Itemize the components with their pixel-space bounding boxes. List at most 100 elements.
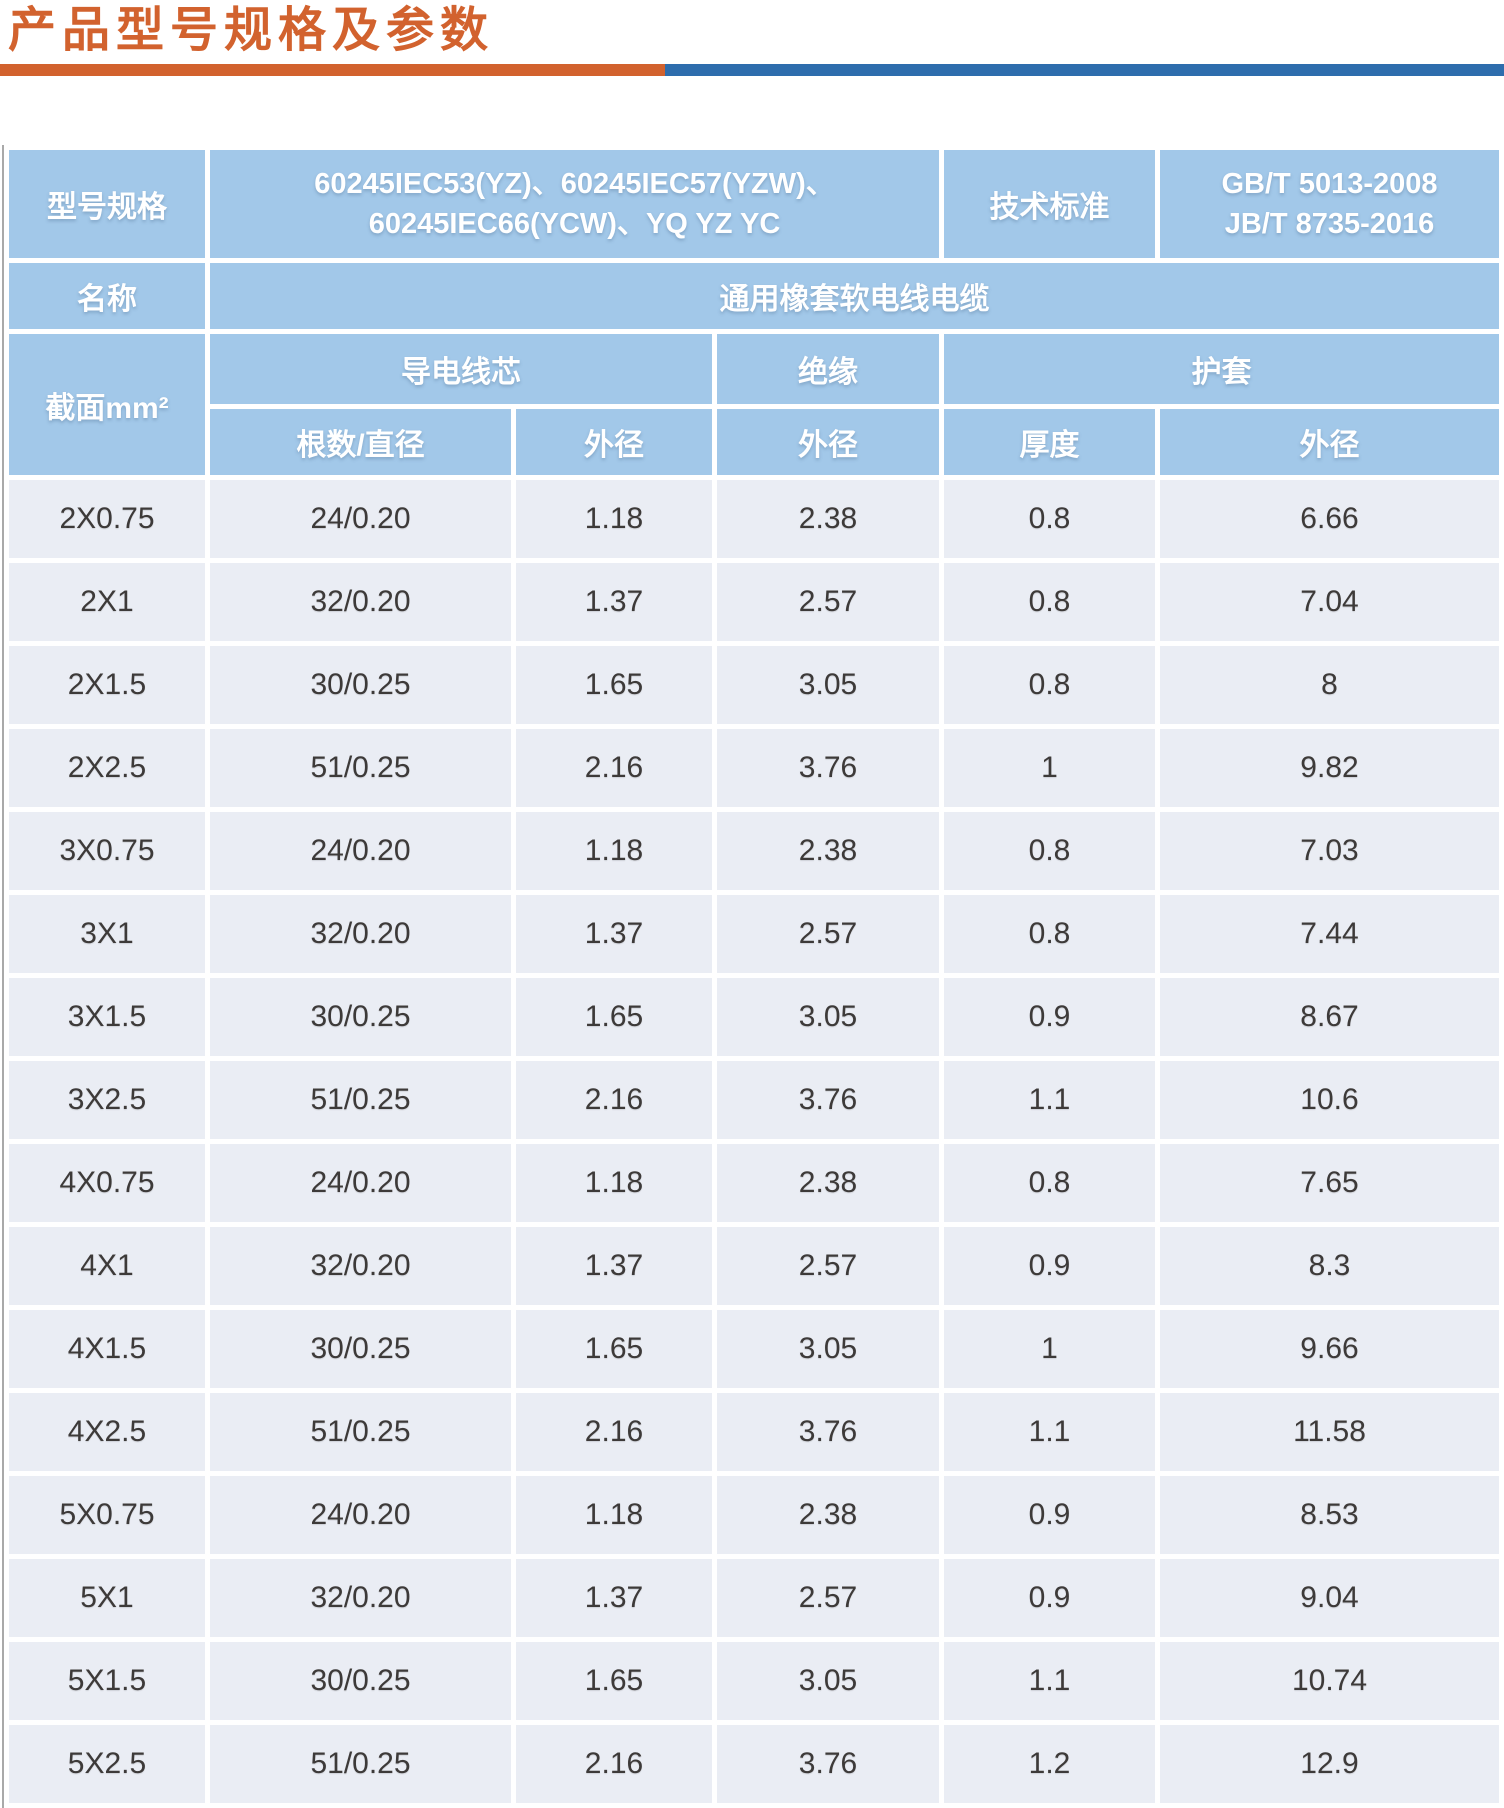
table-cell: 30/0.25 bbox=[210, 978, 511, 1056]
table-cell: 4X2.5 bbox=[9, 1393, 205, 1471]
table-cell: 24/0.20 bbox=[210, 812, 511, 890]
page-header: 产品型号规格及参数 bbox=[0, 0, 1504, 76]
table-cell: 32/0.20 bbox=[210, 1559, 511, 1637]
table-cell: 1.37 bbox=[516, 1559, 712, 1637]
table-cell: 0.8 bbox=[944, 480, 1155, 558]
table-cell: 3.05 bbox=[717, 646, 939, 724]
table-cell: 3X2.5 bbox=[9, 1061, 205, 1139]
table-cell: 4X1.5 bbox=[9, 1310, 205, 1388]
table-cell: 2.16 bbox=[516, 1725, 712, 1803]
table-cell: 1 bbox=[944, 1310, 1155, 1388]
table-cell: 51/0.25 bbox=[210, 729, 511, 807]
table-cell: 4X1 bbox=[9, 1227, 205, 1305]
table-row: 3X1 32/0.20 1.37 2.57 0.8 7.44 bbox=[9, 895, 1499, 973]
table-cell: 24/0.20 bbox=[210, 1144, 511, 1222]
table-cell: 24/0.20 bbox=[210, 1476, 511, 1554]
table-cell: 1.65 bbox=[516, 1642, 712, 1720]
table-cell: 3.76 bbox=[717, 1061, 939, 1139]
table-cell: 1.37 bbox=[516, 1227, 712, 1305]
table-cell: 3X1 bbox=[9, 895, 205, 973]
table-cell: 30/0.25 bbox=[210, 1310, 511, 1388]
table-cell: 2.38 bbox=[717, 812, 939, 890]
section-label: 截面mm² bbox=[9, 334, 205, 475]
table-cell: 1.18 bbox=[516, 1144, 712, 1222]
table-cell: 30/0.25 bbox=[210, 1642, 511, 1720]
table-cell: 3X0.75 bbox=[9, 812, 205, 890]
table-cell: 2X2.5 bbox=[9, 729, 205, 807]
table-cell: 8.3 bbox=[1160, 1227, 1499, 1305]
table-cell: 0.9 bbox=[944, 978, 1155, 1056]
table-cell: 0.9 bbox=[944, 1476, 1155, 1554]
table-cell: 8 bbox=[1160, 646, 1499, 724]
table-row: 5X2.5 51/0.25 2.16 3.76 1.2 12.9 bbox=[9, 1725, 1499, 1803]
table-cell: 7.65 bbox=[1160, 1144, 1499, 1222]
table-row: 2X1 32/0.20 1.37 2.57 0.8 7.04 bbox=[9, 563, 1499, 641]
col-header-insulation-od: 外径 bbox=[717, 409, 939, 475]
table-cell: 1.37 bbox=[516, 895, 712, 973]
table-cell: 2.38 bbox=[717, 1144, 939, 1222]
table-cell: 5X1 bbox=[9, 1559, 205, 1637]
table-cell: 7.44 bbox=[1160, 895, 1499, 973]
table-cell: 32/0.20 bbox=[210, 563, 511, 641]
table-cell: 5X0.75 bbox=[9, 1476, 205, 1554]
col-header-strands-diameter: 根数/直径 bbox=[210, 409, 511, 475]
table-cell: 4X0.75 bbox=[9, 1144, 205, 1222]
table-cell: 0.8 bbox=[944, 895, 1155, 973]
table-cell: 2.16 bbox=[516, 1393, 712, 1471]
table-cell: 2.57 bbox=[717, 895, 939, 973]
title-underline-blue bbox=[665, 64, 1504, 76]
table-cell: 2.38 bbox=[717, 480, 939, 558]
table-cell: 0.8 bbox=[944, 1144, 1155, 1222]
table-row: 4X2.5 51/0.25 2.16 3.76 1.1 11.58 bbox=[9, 1393, 1499, 1471]
table-cell: 1 bbox=[944, 729, 1155, 807]
table-cell: 11.58 bbox=[1160, 1393, 1499, 1471]
standard-value-line1: GB/T 5013-2008 bbox=[1221, 168, 1438, 200]
table-cell: 2X1.5 bbox=[9, 646, 205, 724]
table-cell: 0.8 bbox=[944, 563, 1155, 641]
table-cell: 1.65 bbox=[516, 1310, 712, 1388]
table-cell: 3.76 bbox=[717, 1725, 939, 1803]
model-spec-value-line2: 60245IEC66(YCW)、YQ YZ YC bbox=[368, 208, 781, 240]
table-cell: 1.1 bbox=[944, 1642, 1155, 1720]
table-cell: 1.65 bbox=[516, 978, 712, 1056]
table-cell: 5X1.5 bbox=[9, 1642, 205, 1720]
table-cell: 12.9 bbox=[1160, 1725, 1499, 1803]
col-header-sheath-od: 外径 bbox=[1160, 409, 1499, 475]
table-cell: 9.82 bbox=[1160, 729, 1499, 807]
table-cell: 9.66 bbox=[1160, 1310, 1499, 1388]
name-label: 名称 bbox=[9, 263, 205, 329]
table-cell: 2.57 bbox=[717, 563, 939, 641]
model-spec-value: 60245IEC53(YZ)、60245IEC57(YZW)、 60245IEC6… bbox=[210, 150, 939, 258]
table-cell: 3.05 bbox=[717, 978, 939, 1056]
table-cell: 2.38 bbox=[717, 1476, 939, 1554]
table-row: 3X0.75 24/0.20 1.18 2.38 0.8 7.03 bbox=[9, 812, 1499, 890]
table-cell: 3X1.5 bbox=[9, 978, 205, 1056]
col-header-conductor-od: 外径 bbox=[516, 409, 712, 475]
table-row: 4X0.75 24/0.20 1.18 2.38 0.8 7.65 bbox=[9, 1144, 1499, 1222]
title-underline bbox=[0, 64, 1504, 76]
table-cell: 3.05 bbox=[717, 1642, 939, 1720]
table-cell: 24/0.20 bbox=[210, 480, 511, 558]
table-row: 5X1 32/0.20 1.37 2.57 0.9 9.04 bbox=[9, 1559, 1499, 1637]
sheath-group-label: 护套 bbox=[944, 334, 1499, 404]
table-cell: 2.16 bbox=[516, 729, 712, 807]
table-row: 4X1 32/0.20 1.37 2.57 0.9 8.3 bbox=[9, 1227, 1499, 1305]
table-cell: 0.9 bbox=[944, 1227, 1155, 1305]
table-row: 3X2.5 51/0.25 2.16 3.76 1.1 10.6 bbox=[9, 1061, 1499, 1139]
table-cell: 8.53 bbox=[1160, 1476, 1499, 1554]
table-row: 4X1.5 30/0.25 1.65 3.05 1 9.66 bbox=[9, 1310, 1499, 1388]
table-row: 2X2.5 51/0.25 2.16 3.76 1 9.82 bbox=[9, 729, 1499, 807]
table-cell: 7.04 bbox=[1160, 563, 1499, 641]
table-cell: 2.57 bbox=[717, 1227, 939, 1305]
table-cell: 8.67 bbox=[1160, 978, 1499, 1056]
table-cell: 3.76 bbox=[717, 1393, 939, 1471]
table-cell: 32/0.20 bbox=[210, 895, 511, 973]
table-cell: 1.65 bbox=[516, 646, 712, 724]
table-cell: 2X1 bbox=[9, 563, 205, 641]
table-cell: 32/0.20 bbox=[210, 1227, 511, 1305]
table-cell: 2.16 bbox=[516, 1061, 712, 1139]
model-spec-label: 型号规格 bbox=[9, 150, 205, 258]
table-cell: 7.03 bbox=[1160, 812, 1499, 890]
table-cell: 0.8 bbox=[944, 812, 1155, 890]
model-spec-value-line1: 60245IEC53(YZ)、60245IEC57(YZW)、 bbox=[314, 168, 835, 200]
